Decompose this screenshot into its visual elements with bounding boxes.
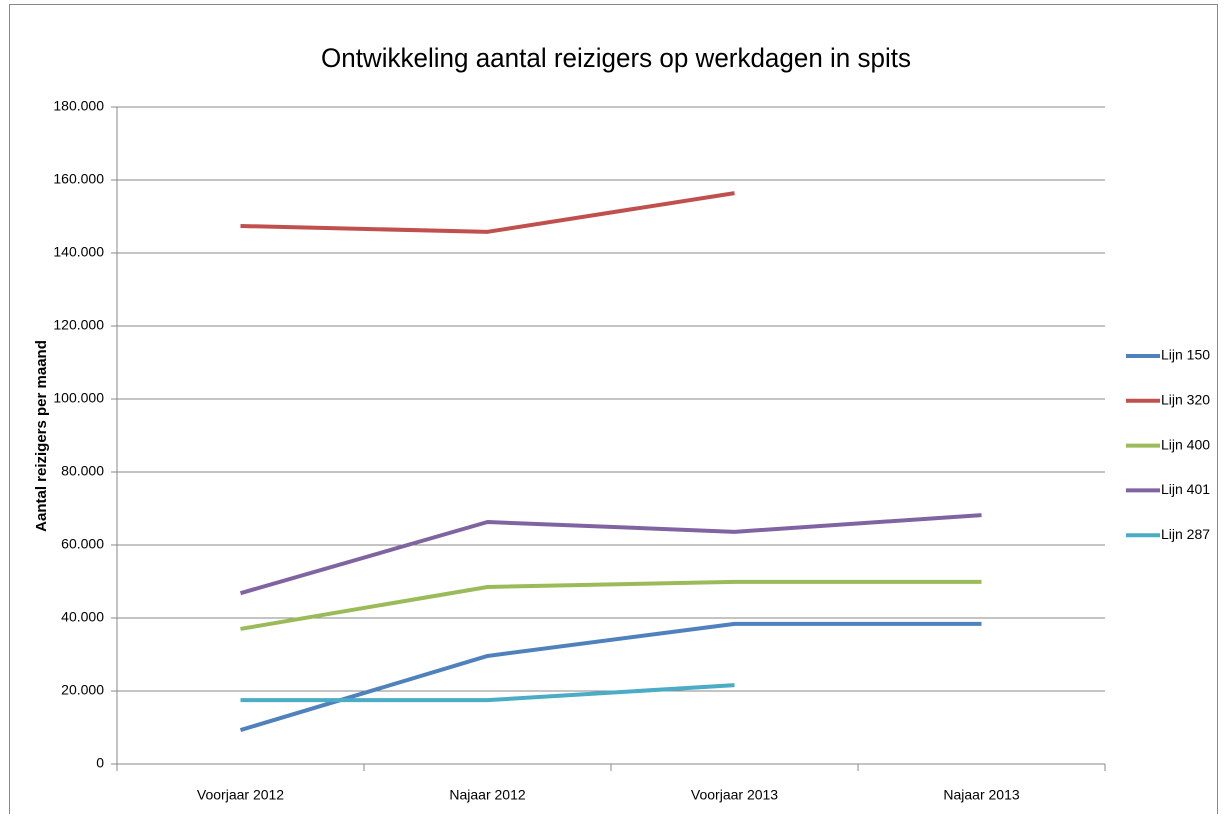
chart-border — [9, 4, 1218, 819]
y-tick-label: 80.000 — [61, 463, 104, 479]
series-line — [240, 579, 982, 631]
series-line — [239, 621, 982, 732]
y-axis-label: Aantal reizigers per maand — [33, 340, 50, 532]
x-tick-label: Voorjaar 2013 — [691, 787, 778, 803]
y-tick-label: 120.000 — [53, 317, 104, 333]
chart-title: Ontwikkeling aantal reizigers op werkdag… — [321, 43, 911, 73]
series-line — [240, 683, 735, 703]
y-tick-label: 60.000 — [61, 536, 104, 552]
series-line — [239, 513, 982, 596]
y-tick-label: 160.000 — [53, 171, 104, 187]
y-tick-label: 0 — [96, 755, 104, 771]
y-tick-label: 100.000 — [53, 390, 104, 406]
y-tick-label: 180.000 — [53, 98, 104, 114]
x-tick-label: Najaar 2013 — [943, 787, 1019, 803]
x-tick-label: Voorjaar 2012 — [197, 787, 284, 803]
series-line — [240, 191, 735, 234]
legend-label: Lijn 401 — [1161, 481, 1210, 497]
y-tick-label: 140.000 — [53, 244, 104, 260]
y-tick-label: 20.000 — [61, 682, 104, 698]
legend-label: Lijn 320 — [1161, 392, 1210, 408]
y-tick-label: 40.000 — [61, 609, 104, 625]
legend-label: Lijn 150 — [1161, 347, 1210, 363]
legend-label: Lijn 287 — [1161, 526, 1210, 542]
x-tick-label: Najaar 2012 — [449, 787, 525, 803]
legend-label: Lijn 400 — [1161, 436, 1210, 452]
